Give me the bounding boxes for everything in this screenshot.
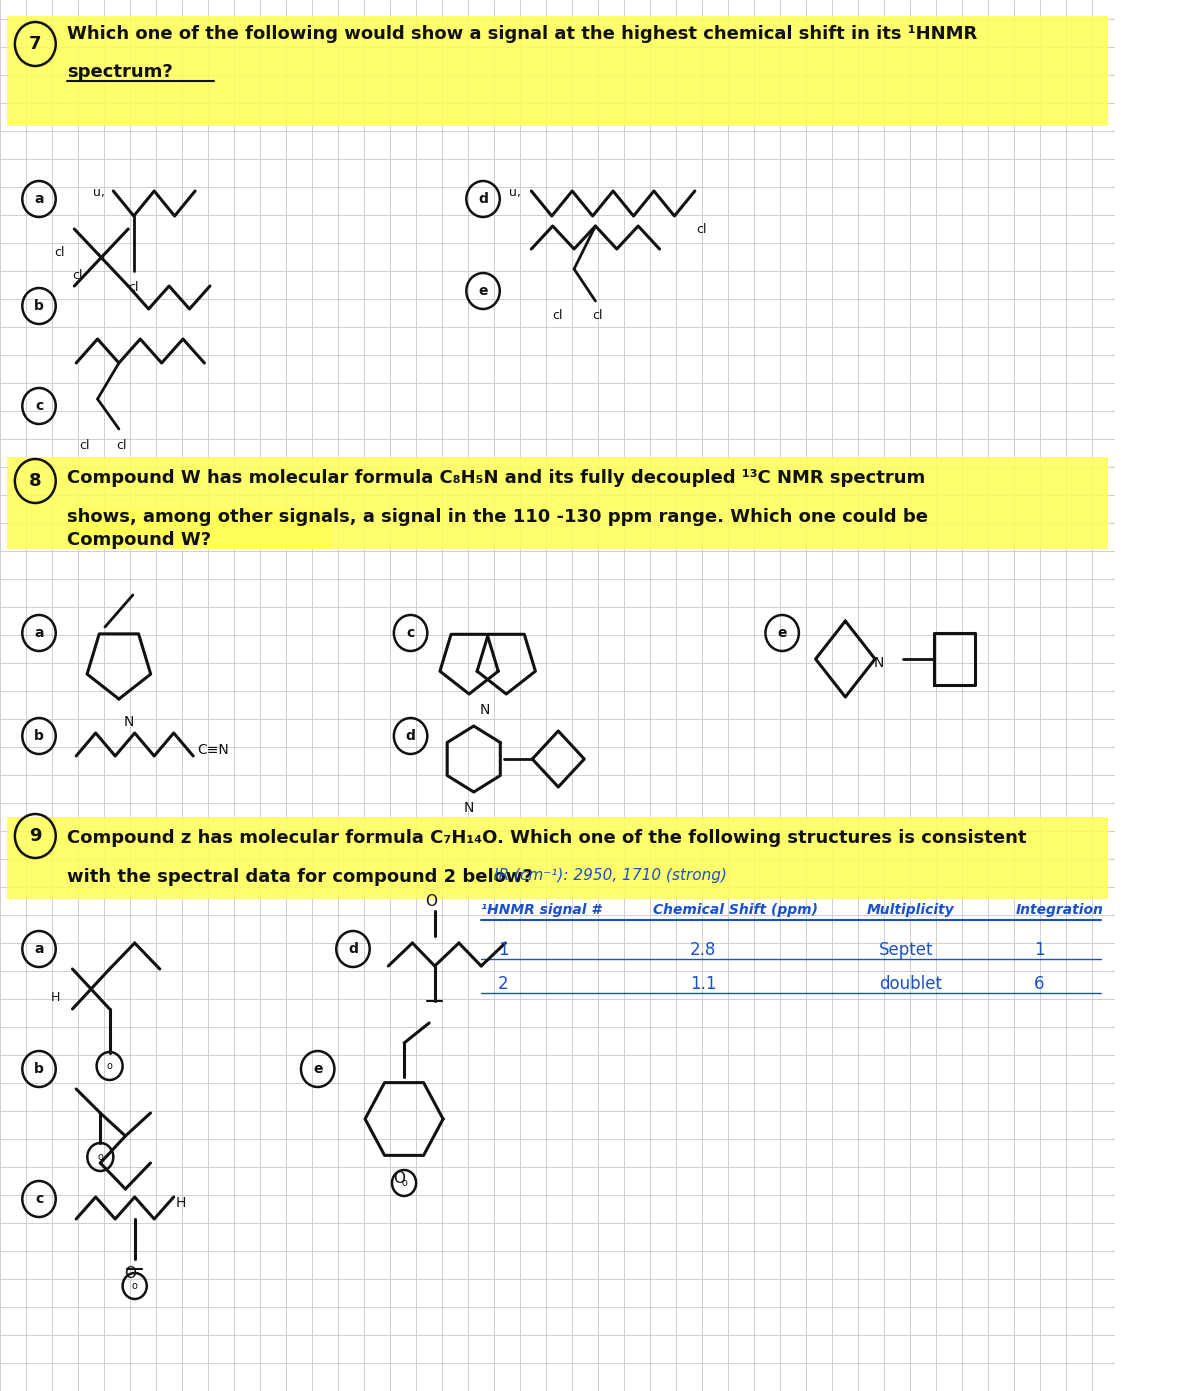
Text: 6: 6 (1034, 975, 1044, 993)
Text: Compound W has molecular formula C₈H₅N and its fully decoupled ¹³C NMR spectrum: Compound W has molecular formula C₈H₅N a… (67, 469, 925, 487)
Text: b: b (34, 729, 44, 743)
Bar (67, 509, 331, 547)
Text: 2.8: 2.8 (690, 940, 716, 958)
Text: Multiplicity: Multiplicity (866, 903, 954, 917)
Text: cl: cl (116, 440, 127, 452)
Text: 8: 8 (29, 472, 42, 490)
Text: Which one of the following would show a signal at the highest chemical shift in : Which one of the following would show a … (67, 25, 977, 43)
Text: shows, among other signals, a signal in the 110 -130 ppm range. Which one could : shows, among other signals, a signal in … (67, 508, 928, 526)
Text: 9: 9 (29, 828, 42, 844)
Text: Compound W?: Compound W? (67, 531, 211, 549)
Text: N: N (480, 702, 490, 716)
Text: u,: u, (509, 186, 521, 199)
Text: Compound z has molecular formula C₇H₁₄O. Which one of the following structures i: Compound z has molecular formula C₇H₁₄O.… (67, 829, 1026, 847)
Text: c: c (35, 1192, 43, 1206)
Text: H: H (175, 1196, 186, 1210)
Text: e: e (778, 626, 787, 640)
Text: 1: 1 (1034, 940, 1044, 958)
Text: cl: cl (72, 268, 83, 282)
Text: o: o (97, 1152, 103, 1161)
Text: cl: cl (593, 309, 604, 321)
Text: cl: cl (697, 223, 707, 236)
Text: u,: u, (92, 186, 104, 199)
Text: O: O (425, 894, 437, 908)
Text: O: O (124, 1266, 136, 1281)
Text: u': u' (97, 250, 108, 262)
Text: cl: cl (79, 440, 90, 452)
Text: a: a (35, 192, 43, 206)
Text: d: d (406, 729, 415, 743)
Text: o: o (132, 1281, 138, 1291)
Text: c: c (407, 626, 415, 640)
Text: Septet: Septet (878, 940, 934, 958)
Text: N: N (464, 801, 474, 815)
Text: b: b (34, 1061, 44, 1077)
Text: 1: 1 (498, 940, 509, 958)
Text: spectrum?: spectrum? (67, 63, 173, 81)
Text: e: e (479, 284, 487, 298)
Text: Chemical Shift (ppm): Chemical Shift (ppm) (653, 903, 818, 917)
Text: c: c (35, 399, 43, 413)
Bar (7, 817, 1108, 899)
Text: a: a (35, 942, 43, 956)
Text: doublet: doublet (878, 975, 942, 993)
Text: with the spectral data for compound 2 below?: with the spectral data for compound 2 be… (67, 868, 533, 886)
Text: N: N (124, 715, 134, 729)
Text: IR (cm⁻¹): 2950, 1710 (strong): IR (cm⁻¹): 2950, 1710 (strong) (494, 868, 727, 883)
Text: a: a (35, 626, 43, 640)
Text: cl: cl (553, 309, 563, 321)
Bar (7, 17, 1108, 127)
Text: N: N (874, 657, 883, 670)
Text: 2: 2 (498, 975, 509, 993)
Text: cl: cl (128, 281, 139, 294)
Text: e: e (313, 1061, 323, 1077)
Text: ¹HNMR signal #: ¹HNMR signal # (481, 903, 601, 917)
Text: 1.1: 1.1 (690, 975, 716, 993)
Text: o: o (401, 1178, 407, 1188)
Text: cl: cl (54, 246, 65, 259)
Text: Integration: Integration (1015, 903, 1103, 917)
Text: C≡N: C≡N (197, 743, 229, 757)
Text: b: b (34, 299, 44, 313)
Text: d: d (348, 942, 358, 956)
Text: H: H (52, 990, 60, 1004)
Text: o: o (107, 1061, 113, 1071)
Text: d: d (478, 192, 488, 206)
Text: 7: 7 (29, 35, 42, 53)
Bar (7, 458, 1108, 549)
Text: O: O (394, 1171, 406, 1187)
